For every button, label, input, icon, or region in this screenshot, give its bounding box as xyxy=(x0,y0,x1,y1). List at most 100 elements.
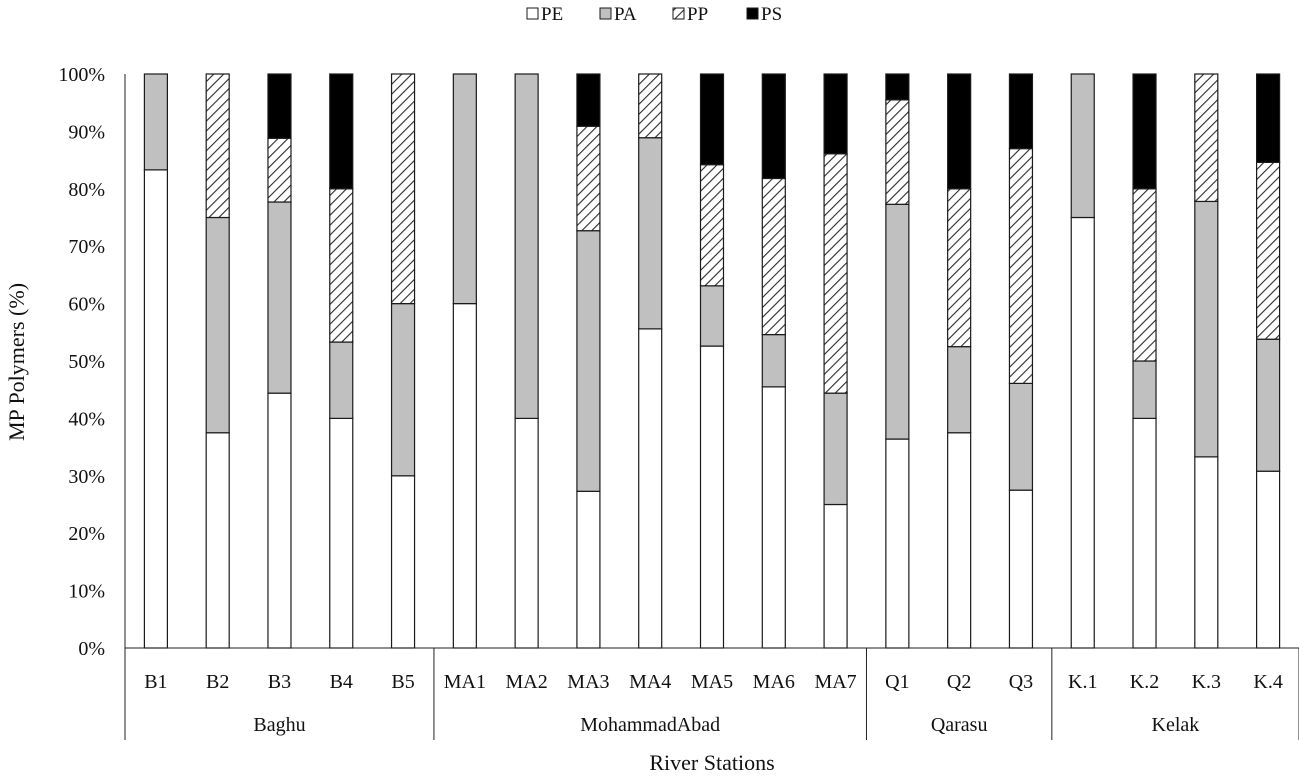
bar-segment-pp-b4 xyxy=(329,188,354,343)
y-tick-label: 40% xyxy=(68,408,105,430)
bar-segment-pe-b5 xyxy=(390,475,416,649)
legend-label: PS xyxy=(761,4,782,25)
bar-segment-pa-q1 xyxy=(885,203,910,440)
plot-area xyxy=(143,73,1281,649)
y-tick-label: 10% xyxy=(68,581,105,603)
bar-segment-pe-ma5 xyxy=(699,345,725,649)
x-tick-label: K.2 xyxy=(1130,671,1159,693)
bar-segment-pe-ma6 xyxy=(761,386,786,649)
y-tick-label: 70% xyxy=(68,236,105,258)
y-axis: 0% 10% 20% 30% 40% 50% 60% 70% 80% 90% 100% xyxy=(58,64,126,660)
legend-swatch-ps xyxy=(746,7,759,20)
bar-segment-pp-q2 xyxy=(947,188,972,348)
x-tick-label: Q2 xyxy=(947,671,971,693)
bar-segment-ps-ma3 xyxy=(576,73,601,127)
x-tick-label: B1 xyxy=(144,671,167,693)
x-tick-label: B2 xyxy=(206,671,229,693)
legend-swatch-pa xyxy=(599,7,612,20)
legend-label: PP xyxy=(687,4,708,25)
bar-segment-ps-ma6 xyxy=(761,73,786,180)
bar-segment-pa-k1 xyxy=(1070,73,1095,219)
y-tick-label: 30% xyxy=(68,466,105,488)
x-tick-label: MA2 xyxy=(506,671,548,693)
bar-segment-ps-k4 xyxy=(1256,73,1281,163)
bar-segment-pa-k2 xyxy=(1132,360,1157,420)
bar-segment-pa-q3 xyxy=(1008,382,1034,491)
bar-segment-pa-ma1 xyxy=(452,73,477,305)
group-label: MohammadAbad xyxy=(580,714,720,736)
x-axis-label: River Stations xyxy=(649,750,774,775)
bar-segment-pe-ma3 xyxy=(576,490,601,649)
bar-segment-pa-ma3 xyxy=(576,230,601,492)
bar-segment-pa-b1 xyxy=(143,73,168,171)
x-tick-label: B4 xyxy=(330,671,353,693)
bar-segment-pe-q1 xyxy=(885,438,910,649)
bar-segment-pe-k1 xyxy=(1070,216,1095,649)
y-axis-label: MP Polymers (%) xyxy=(4,283,29,441)
y-tick-label: 100% xyxy=(58,64,105,86)
bar-segment-pp-ma4 xyxy=(638,73,663,139)
legend-label: PA xyxy=(614,4,637,25)
y-tick-label: 80% xyxy=(68,179,105,201)
y-tick-label: 50% xyxy=(68,351,105,373)
legend-swatch-pe xyxy=(526,7,539,20)
bar-segment-pp-k4 xyxy=(1256,161,1281,340)
bar-segment-pe-k3 xyxy=(1194,456,1219,649)
bar-segment-pe-b1 xyxy=(143,169,168,649)
x-tick-label: Q1 xyxy=(885,671,909,693)
bar-segment-pe-b3 xyxy=(267,392,292,649)
bar-segment-pe-ma1 xyxy=(452,303,477,649)
bar-segment-ps-q3 xyxy=(1008,73,1034,150)
bar-segment-pe-q3 xyxy=(1008,489,1034,649)
bar-segment-pa-k4 xyxy=(1256,338,1281,472)
x-tick-label: MA1 xyxy=(444,671,486,693)
x-tick-label: MA7 xyxy=(814,671,856,693)
bar-segment-pe-b2 xyxy=(205,432,230,649)
bar-segment-pe-k4 xyxy=(1256,470,1281,649)
bar-segment-ps-q2 xyxy=(947,73,972,190)
bar-segment-ps-b4 xyxy=(329,73,354,190)
y-tick-label: 90% xyxy=(68,121,105,143)
x-tick-label: Q3 xyxy=(1009,671,1033,693)
x-tick-label: B3 xyxy=(268,671,291,693)
bar-segment-pa-ma5 xyxy=(699,285,725,347)
bar-segment-pe-k2 xyxy=(1132,417,1157,649)
bar-segment-pa-b3 xyxy=(267,201,292,394)
x-tick-label: K.1 xyxy=(1068,671,1097,693)
legend-label: PE xyxy=(541,4,563,25)
legend-swatch-pp xyxy=(672,7,685,20)
bar-segment-pe-b4 xyxy=(329,417,354,649)
bar-segment-ps-b3 xyxy=(267,73,292,139)
bar-segment-pp-k2 xyxy=(1132,188,1157,362)
x-tick-label: MA6 xyxy=(753,671,795,693)
bar-segment-pp-b3 xyxy=(267,137,292,203)
bar-segment-pp-ma5 xyxy=(699,164,725,287)
bar-segment-pa-b2 xyxy=(205,216,230,434)
legend: PE PA PP PS xyxy=(526,4,782,25)
bar-segment-pe-ma2 xyxy=(514,417,539,649)
bar-segment-ps-k2 xyxy=(1132,73,1157,190)
bar-segment-pp-ma3 xyxy=(576,125,601,232)
x-axis: B1 B2 B3 B4 B5 MA1 MA2 MA3 MA4 MA5 MA6 MA7 Q1 Q2 Q3 K.1… xyxy=(124,647,1299,740)
group-label: Kelak xyxy=(1152,714,1200,736)
y-tick-label: 0% xyxy=(78,638,105,660)
bar-segment-pa-ma4 xyxy=(638,137,663,330)
bar-segment-pa-ma2 xyxy=(514,73,539,419)
bar-segment-pa-ma6 xyxy=(761,333,786,388)
y-tick-label: 20% xyxy=(68,523,105,545)
x-tick-label: MA3 xyxy=(567,671,609,693)
bar-segment-pp-q1 xyxy=(885,99,910,205)
bar-segment-pp-b5 xyxy=(390,73,416,305)
bar-segment-pp-b2 xyxy=(205,73,230,219)
y-tick-label: 60% xyxy=(68,294,105,316)
group-label: Qarasu xyxy=(931,714,988,736)
bar-segment-pa-q2 xyxy=(947,346,972,434)
bar-segment-ps-q1 xyxy=(885,73,910,101)
bar-segment-pa-ma7 xyxy=(823,392,848,506)
bar-segment-pe-q2 xyxy=(947,432,972,649)
bar-segment-pa-k3 xyxy=(1194,200,1219,458)
x-tick-label: K.3 xyxy=(1192,671,1221,693)
bar-segment-ps-ma5 xyxy=(699,73,725,166)
x-tick-label: B5 xyxy=(391,671,414,693)
